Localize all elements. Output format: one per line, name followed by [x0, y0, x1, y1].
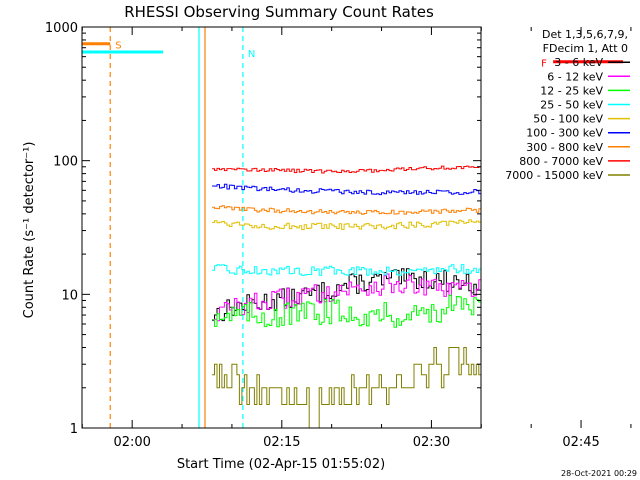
- legend-label-4: 25 - 50 keV: [540, 99, 603, 112]
- flag-label-n: N: [248, 49, 255, 60]
- flag-label-s: S: [115, 41, 121, 52]
- x-tick-label-2: 02:15: [263, 435, 300, 450]
- legend-label-7: 300 - 800 keV: [526, 141, 603, 154]
- y-tick-label-1: 1: [70, 422, 78, 437]
- legend-label-2: 6 - 12 keV: [547, 70, 603, 83]
- series-line-4: [212, 264, 481, 276]
- legend-label-8: 800 - 7000 keV: [519, 155, 603, 168]
- legend: Det 1,3,5,6,7,9,FDecim 1, Att 03 - 6 keV…: [505, 28, 630, 182]
- series-line-7: [212, 205, 481, 215]
- series-line-5: [212, 219, 481, 231]
- series-line-8: [212, 165, 481, 174]
- legend-label-9: 7000 - 15000 keV: [505, 169, 603, 182]
- x-tick-label-3: 02:30: [413, 435, 450, 450]
- y-tick-label-3: 100: [53, 155, 78, 170]
- legend-label-6: 100 - 300 keV: [526, 127, 603, 140]
- axes: 02:0002:1502:3002:4503:0003:1503:3011010…: [45, 21, 632, 450]
- legend-label-3: 12 - 25 keV: [540, 84, 603, 97]
- series-line-6: [212, 183, 481, 196]
- series-line-9: [212, 347, 481, 428]
- chart-title: RHESSI Observing Summary Count Rates: [124, 3, 434, 21]
- legend-label-5: 50 - 100 keV: [533, 113, 603, 126]
- x-tick-label-4: 02:45: [562, 435, 599, 450]
- legend-label-1: 3 - 6 keV: [554, 56, 603, 69]
- flag-label-f: F: [541, 59, 547, 70]
- legend-header-1: Det 1,3,5,6,7,9,: [542, 28, 628, 41]
- x-axis-label: Start Time (02-Apr-15 01:55:02): [177, 457, 385, 472]
- timestamp: 28-Oct-2021 00:29: [561, 469, 637, 478]
- x-tick-label-1: 02:00: [113, 435, 150, 450]
- y-tick-label-2: 10: [61, 288, 78, 303]
- plot-area: [109, 27, 481, 428]
- y-tick-label-4: 1000: [45, 21, 78, 36]
- series-line-3: [212, 294, 481, 328]
- series-line-2: [212, 273, 481, 322]
- legend-header-2: FDecim 1, Att 0: [543, 42, 628, 55]
- y-axis-label: Count Rate (s⁻¹ detector⁻¹): [22, 142, 37, 319]
